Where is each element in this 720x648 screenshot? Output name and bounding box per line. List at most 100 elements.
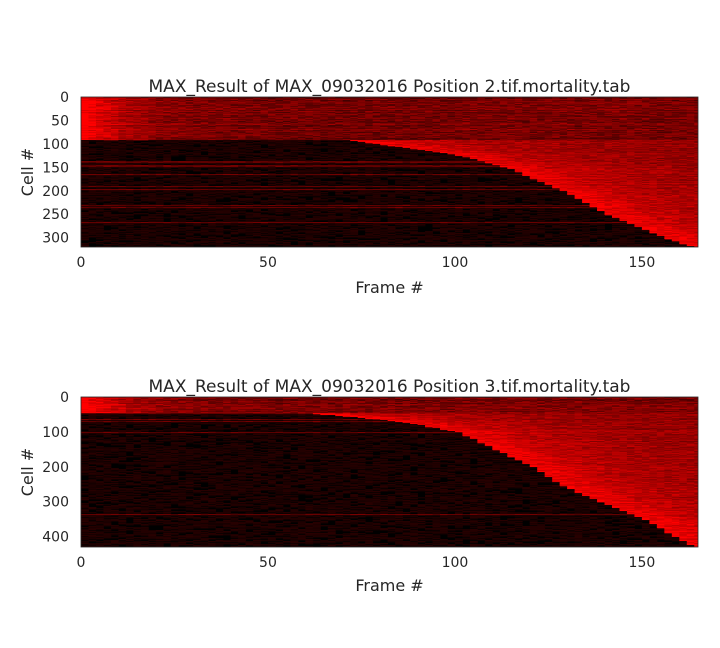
- heatmap-cell: [275, 112, 284, 114]
- heatmap-cell: [402, 128, 411, 130]
- heatmap-cell: [484, 104, 493, 106]
- heatmap-cell: [589, 125, 598, 127]
- heatmap-cell: [297, 120, 306, 122]
- heatmap-cell: [626, 101, 635, 103]
- heatmap-cell: [297, 130, 306, 132]
- heatmap-cell: [282, 123, 291, 125]
- heatmap-cell: [208, 108, 217, 110]
- heatmap-cell: [425, 97, 433, 99]
- heatmap-cell: [215, 113, 224, 115]
- heatmap-cell: [387, 105, 396, 107]
- heatmap-cell: [439, 131, 448, 133]
- heatmap-cell: [238, 137, 246, 139]
- heatmap-cell: [290, 153, 299, 155]
- heatmap-cell: [133, 110, 142, 112]
- heatmap-cell: [342, 140, 351, 142]
- heatmap-cell: [634, 145, 643, 147]
- heatmap-cell: [193, 120, 202, 122]
- heatmap-cell: [671, 120, 680, 122]
- heatmap-cell: [611, 104, 620, 106]
- heatmap-cell: [477, 148, 486, 150]
- heatmap-cell: [380, 157, 389, 159]
- heatmap-cell: [544, 119, 553, 121]
- heatmap-cell: [686, 155, 695, 157]
- heatmap-cell: [275, 131, 284, 133]
- heatmap-cell: [305, 121, 314, 123]
- heatmap-cell: [342, 98, 351, 100]
- heatmap-cell: [357, 135, 366, 137]
- heatmap-cell: [372, 110, 381, 112]
- heatmap-cell: [439, 101, 448, 103]
- heatmap-cell: [170, 100, 179, 102]
- heatmap-cell: [679, 156, 688, 158]
- heatmap-cell: [395, 104, 403, 106]
- heatmap-cell: [529, 123, 538, 125]
- heatmap-cell: [619, 120, 628, 122]
- heatmap-cell: [170, 132, 179, 134]
- heatmap-cell: [626, 158, 635, 160]
- heatmap-cell: [402, 141, 411, 143]
- heatmap-cell: [484, 136, 493, 138]
- heatmap-cell: [178, 122, 187, 124]
- heatmap-cell: [671, 142, 680, 144]
- heatmap-cell: [559, 145, 568, 147]
- heatmap-cell: [454, 142, 463, 144]
- heatmap-cell: [335, 133, 344, 135]
- heatmap-cell: [215, 120, 224, 122]
- heatmap-cell: [200, 158, 209, 160]
- heatmap-cell: [544, 154, 553, 156]
- heatmap-cell: [140, 99, 149, 101]
- heatmap-cell: [447, 128, 456, 130]
- heatmap-cell: [238, 135, 246, 137]
- heatmap-cell: [454, 154, 463, 156]
- heatmap-cell: [402, 110, 411, 112]
- heatmap-cell: [110, 107, 119, 109]
- heatmap-cell: [634, 149, 643, 151]
- heatmap-cell: [559, 157, 568, 159]
- heatmap-cell: [118, 99, 127, 101]
- heatmap-cell: [686, 151, 695, 153]
- heatmap-cell: [499, 112, 508, 114]
- heatmap-cell: [574, 115, 583, 117]
- heatmap-cell: [357, 148, 366, 150]
- heatmap-cell: [462, 129, 471, 131]
- heatmap-cell: [492, 149, 501, 151]
- heatmap-cell: [537, 119, 546, 121]
- heatmap-cell: [208, 153, 217, 155]
- heatmap-cell: [582, 115, 590, 117]
- heatmap-cell: [245, 105, 254, 107]
- heatmap-cell: [335, 148, 344, 150]
- heatmap-cell: [439, 124, 448, 126]
- heatmap-cell: [110, 125, 119, 127]
- heatmap-cell: [260, 106, 269, 108]
- heatmap-cell: [342, 108, 351, 110]
- heatmap-cell: [559, 129, 568, 131]
- heatmap-cell: [282, 106, 291, 108]
- heatmap-cell: [282, 141, 291, 143]
- heatmap-cell: [410, 104, 418, 106]
- heatmap-cell: [88, 109, 97, 111]
- heatmap-cell: [260, 119, 269, 121]
- heatmap-cell: [81, 152, 89, 154]
- heatmap-cell: [477, 131, 486, 133]
- heatmap-cell: [208, 109, 217, 111]
- heatmap-cell: [342, 109, 351, 111]
- heatmap-cell: [193, 117, 202, 119]
- heatmap-cell: [103, 135, 112, 137]
- heatmap-cell: [223, 99, 231, 101]
- heatmap-cell: [417, 150, 426, 152]
- heatmap-cell: [125, 112, 134, 114]
- heatmap-cell: [380, 152, 389, 154]
- heatmap-cell: [522, 128, 531, 130]
- heatmap-cell: [552, 122, 561, 124]
- heatmap-cell: [567, 108, 575, 110]
- heatmap-cell: [611, 152, 620, 154]
- heatmap-cell: [537, 138, 546, 140]
- heatmap-cell: [686, 98, 695, 100]
- heatmap-cell: [110, 127, 119, 129]
- heatmap-cell: [559, 158, 568, 160]
- heatmap-cell: [671, 151, 680, 153]
- heatmap-cell: [589, 109, 598, 111]
- heatmap-cell: [574, 142, 583, 144]
- heatmap-cell: [492, 138, 501, 140]
